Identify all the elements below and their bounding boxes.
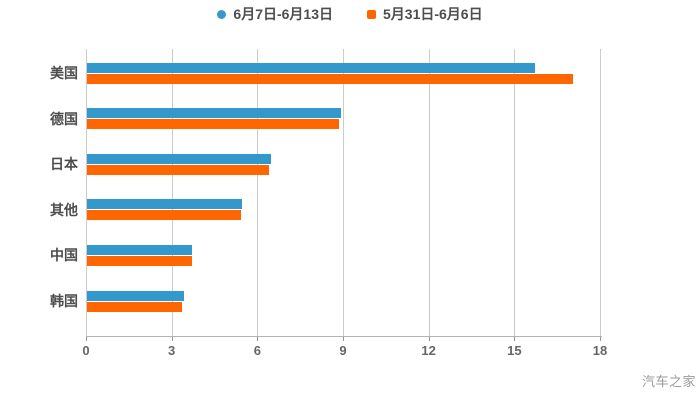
category-label-6: 韩国: [50, 293, 78, 309]
bar-美国-series1: [86, 62, 535, 73]
category-label-1: 美国: [50, 65, 78, 81]
x-axis-tick-12: [428, 336, 430, 341]
y-axis-line: [86, 49, 87, 336]
bar-日本-series1: [86, 153, 271, 164]
category-label-4: 其他: [50, 201, 78, 218]
category-label-2: 德国: [50, 110, 78, 127]
x-axis-line: [86, 336, 602, 337]
x-axis-tick-label-15: 15: [507, 343, 522, 358]
legend-label-jun7-jun13: 6月7日-6月13日: [233, 6, 333, 22]
category-label-3: 日本: [50, 156, 78, 173]
legend-item-may31-jun6[interactable]: 5月31日-6月6日: [367, 6, 483, 22]
category-label-5: 中国: [50, 247, 78, 264]
x-axis-tick-3: [171, 336, 173, 341]
bar-其他-series1: [86, 199, 243, 210]
gridline-x9: [343, 49, 344, 336]
x-axis-tick-label-12: 12: [421, 343, 436, 358]
bar-韩国-series1: [86, 290, 184, 301]
bar-中国-series1: [86, 244, 193, 255]
legend-label-may31-jun6: 5月31日-6月6日: [383, 6, 483, 22]
gridline-x6: [257, 49, 259, 336]
bar-德国-series1: [86, 108, 341, 119]
bar-其他-series2: [86, 210, 241, 221]
x-axis-tick-18: [600, 336, 601, 341]
x-axis-tick-label-0: 0: [82, 343, 90, 358]
legend-swatch-orange-icon: [367, 9, 376, 19]
x-axis-tick-15: [514, 336, 516, 341]
legend-swatch-blue-icon: [217, 9, 227, 19]
x-axis-tick-label-6: 6: [253, 343, 261, 358]
gridline-x18: [600, 49, 601, 336]
legend-item-jun7-jun13[interactable]: 6月7日-6月13日: [217, 6, 333, 22]
x-axis-tick-label-9: 9: [339, 343, 347, 358]
bar-德国-series2: [86, 119, 340, 130]
bar-日本-series2: [86, 164, 270, 175]
gridline-x3: [171, 49, 173, 336]
x-axis-tick-0: [86, 336, 87, 341]
x-axis-tick-label-3: 3: [168, 343, 176, 358]
x-axis-tick-9: [343, 336, 344, 341]
x-axis-tick-6: [257, 336, 259, 341]
bar-中国-series2: [86, 255, 193, 266]
bar-美国-series2: [86, 73, 574, 84]
x-axis-tick-label-18: 18: [592, 343, 608, 358]
legend: 6月7日-6月13日 5月31日-6月6日: [0, 4, 700, 24]
bar-韩国-series2: [86, 301, 183, 312]
gridline-x15: [514, 49, 516, 336]
watermark: 汽车之家: [641, 374, 696, 389]
gridline-x12: [428, 49, 430, 336]
